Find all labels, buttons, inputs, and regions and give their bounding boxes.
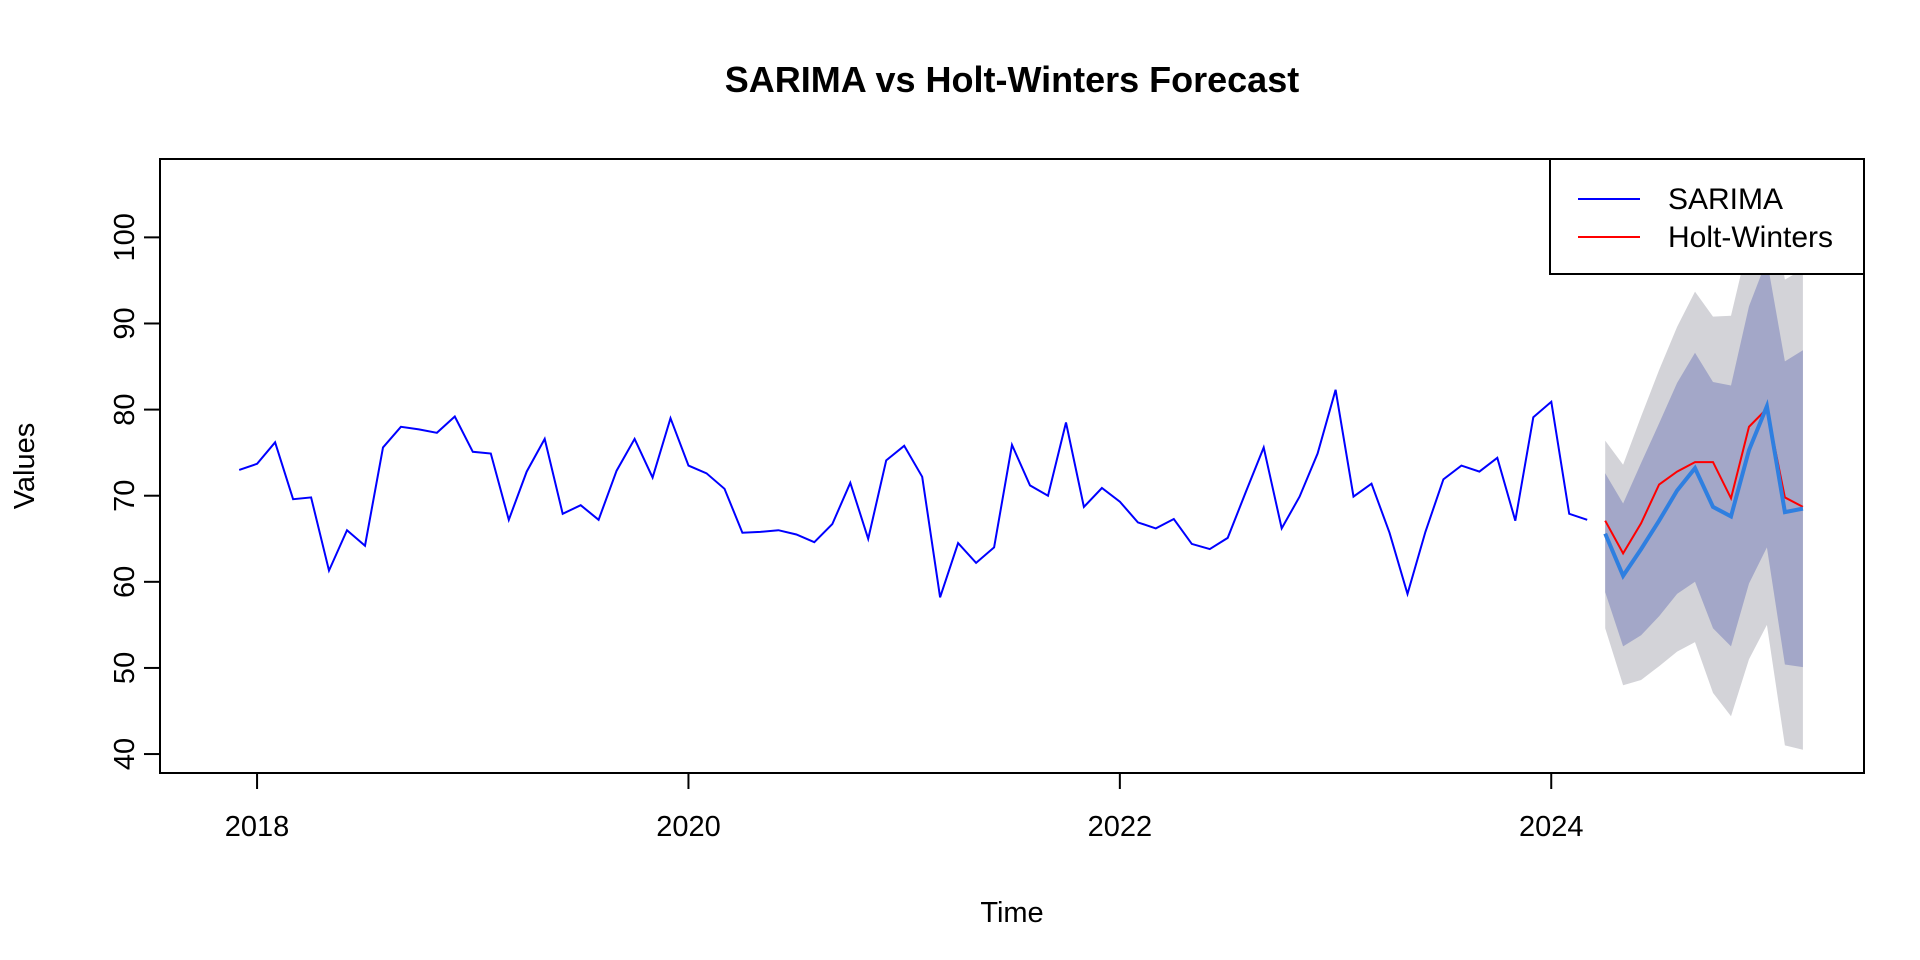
y-tick-label: 90 (109, 307, 141, 339)
series-lines (238, 389, 1804, 598)
confidence-bands (1605, 168, 1803, 750)
band-80 (1605, 259, 1803, 668)
legend-label: Holt-Winters (1668, 221, 1833, 254)
legend: SARIMA Holt-Winters (1549, 158, 1865, 275)
observed-series-line (238, 389, 1588, 598)
legend-label: SARIMA (1668, 183, 1783, 216)
chart-title: SARIMA vs Holt-Winters Forecast (725, 59, 1299, 100)
x-tick-label: 2018 (225, 811, 290, 843)
y-axis-label: Values (9, 423, 41, 510)
y-tick-label: 80 (109, 393, 141, 425)
y-tick-label: 100 (109, 213, 141, 261)
y-tick-label: 60 (109, 566, 141, 598)
x-tick-label: 2024 (1519, 811, 1584, 843)
y-tick-label: 40 (109, 738, 141, 770)
y-axis: 40 50 60 70 80 90 100 (109, 213, 161, 770)
legend-box (1549, 158, 1865, 275)
sarima-forecast-line (1603, 398, 1804, 580)
y-tick-label: 50 (109, 652, 141, 684)
y-tick-label: 70 (109, 480, 141, 512)
x-tick-label: 2022 (1088, 811, 1153, 843)
x-axis: 2018 2020 2022 2024 (225, 772, 1584, 843)
x-axis-label: Time (980, 897, 1043, 929)
x-tick-label: 2020 (656, 811, 721, 843)
